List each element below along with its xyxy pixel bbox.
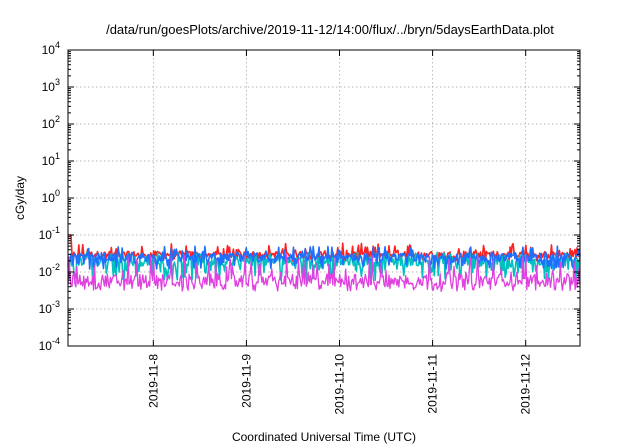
y-tick-label: 10-4 bbox=[39, 336, 60, 353]
y-tick-labels: 10-4 10-3 10-2 10-1 100 101 102 103 104 bbox=[39, 40, 60, 353]
x-tick-label: 2019-11-9 bbox=[239, 354, 253, 408]
y-tick-label: 101 bbox=[42, 151, 60, 168]
y-tick-label: 102 bbox=[42, 114, 60, 131]
x-axis-label: Coordinated Universal Time (UTC) bbox=[232, 430, 416, 444]
x-tick-label: 2019-11-12 bbox=[519, 354, 533, 415]
y-tick-label: 10-1 bbox=[39, 225, 60, 242]
x-tick-label: 2019-11-10 bbox=[333, 354, 347, 415]
y-tick-label: 10-2 bbox=[39, 262, 60, 279]
y-axis-label: cGy/day bbox=[13, 176, 27, 220]
y-tick-label: 103 bbox=[42, 77, 60, 94]
x-tick-label: 2019-11-8 bbox=[146, 354, 160, 408]
x-tick-label: 2019-11-11 bbox=[426, 354, 440, 414]
tick-layer bbox=[68, 49, 580, 347]
series-layer bbox=[67, 234, 581, 292]
grid-layer bbox=[68, 50, 580, 346]
y-tick-label: 10-3 bbox=[39, 299, 60, 316]
y-tick-label: 104 bbox=[42, 40, 60, 57]
y-tick-label: 100 bbox=[42, 188, 60, 205]
chart-title: /data/run/goesPlots/archive/2019-11-12/1… bbox=[106, 22, 554, 37]
series-line bbox=[67, 253, 581, 292]
x-tick-labels: 2019-11-8 2019-11-9 2019-11-10 2019-11-11 20… bbox=[146, 354, 532, 415]
